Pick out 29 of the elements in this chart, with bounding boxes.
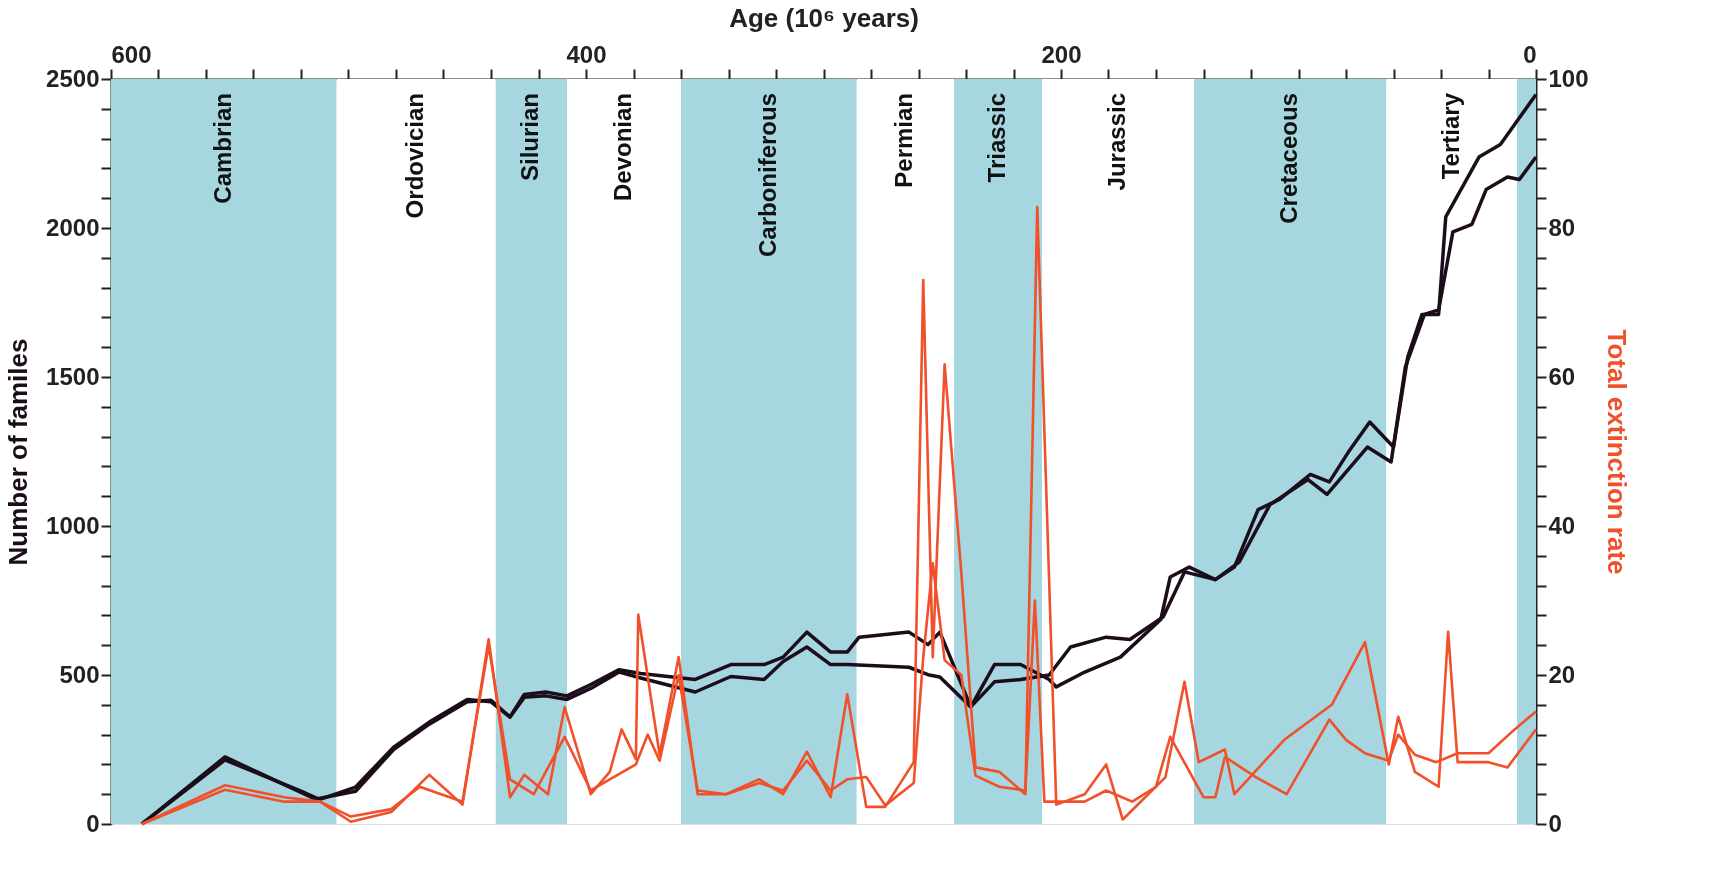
band-label: Ordovician [401,93,429,219]
y2-tick-label: 0 [1548,809,1562,837]
y-tick-label: 1000 [46,511,100,539]
x-tick-label: 0 [1523,40,1537,68]
band-label: Silurian [516,93,544,182]
band-label: Tertiary [1436,92,1464,180]
y-tick-label: 0 [86,809,100,837]
x-tick-label: 400 [566,40,607,68]
band-label: Jurassic [1103,93,1130,191]
band-label: Carboniferous [753,93,781,258]
y2-axis-title: Total extinction rate [1601,329,1632,575]
y2-tick-label: 40 [1548,511,1576,539]
band-label: Permian [890,93,918,188]
y2-tick-label: 60 [1548,362,1576,390]
y-tick-label: 1500 [46,362,100,390]
y-tick-label: 500 [59,660,100,688]
y2-tick-label: 80 [1548,213,1576,241]
y-axis-title: Number of familes [3,338,34,566]
band-label: Devonian [609,93,636,202]
y2-tick-label: 100 [1548,64,1589,92]
band-label: Triassic [983,93,1011,183]
band-label: Cambrian [208,93,236,204]
x-tick-label: 200 [1041,40,1082,68]
x-tick-label: 600 [111,40,152,68]
x-axis-title: Age (10⁶ years) [729,2,919,33]
band-label: Cretaceous [1275,93,1303,224]
y-tick-label: 2000 [46,213,100,241]
y-tick-label: 2500 [46,64,100,92]
y2-tick-label: 20 [1548,660,1576,688]
